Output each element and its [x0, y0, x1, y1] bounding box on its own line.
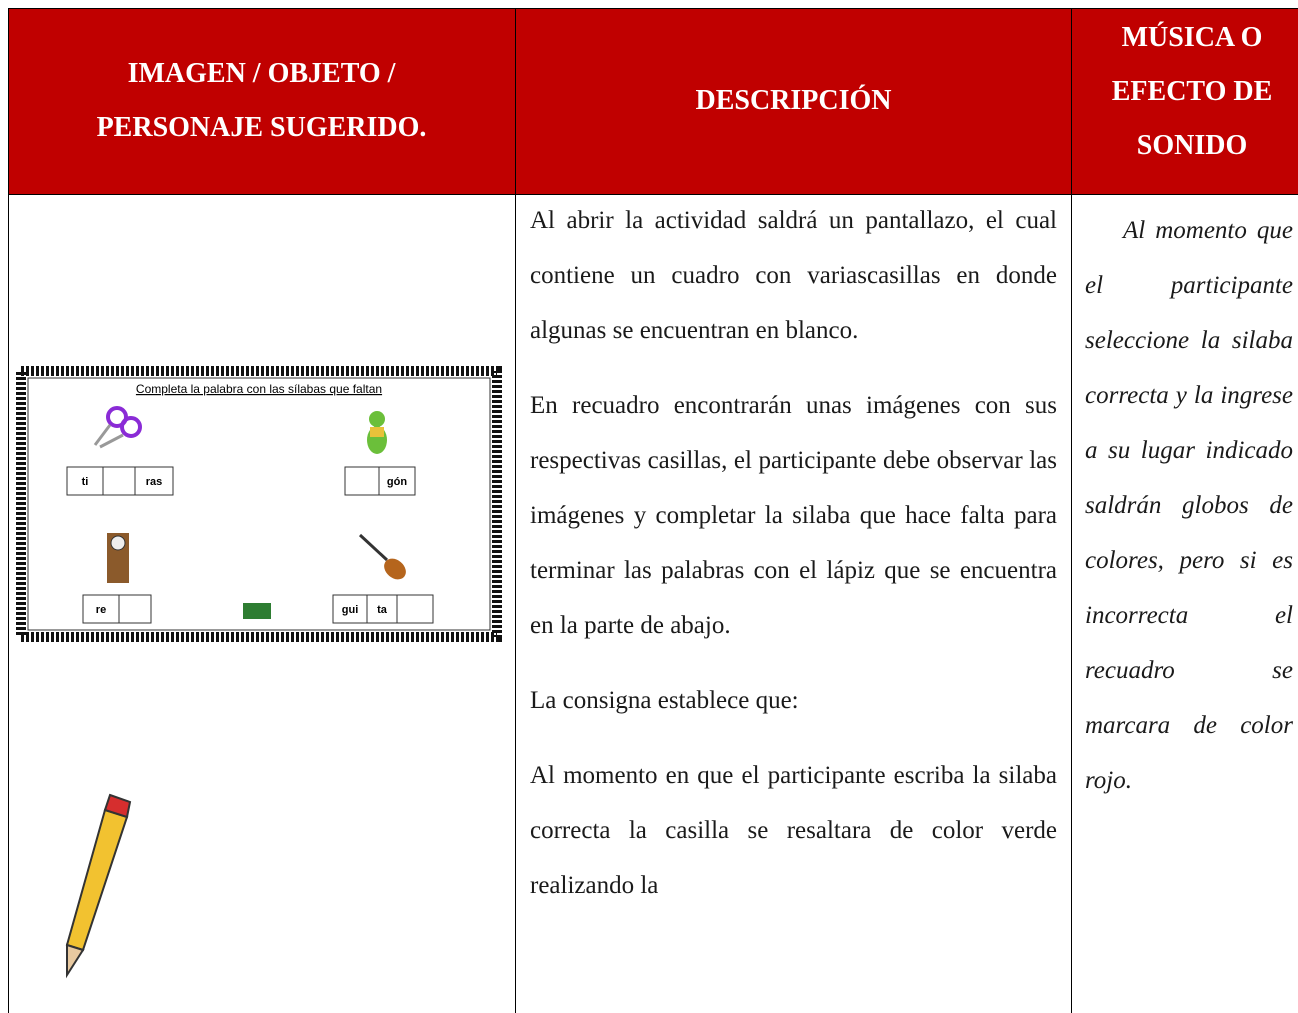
dragon-icon — [367, 411, 387, 454]
sound-description: Al momento que el participante seleccion… — [1085, 217, 1293, 794]
header-cell: IMAGEN / OBJETO / PERSONAJE SUGERIDO. — [8, 8, 515, 194]
paragraph: Al momento en que el participante escrib… — [530, 762, 1057, 899]
clock-icon — [107, 533, 129, 583]
paragraph: En recuadro encontrarán unas imágenes co… — [530, 392, 1057, 639]
header-text: MÚSICA O EFECTO DE SONIDO — [1111, 22, 1273, 161]
syllable: ras — [146, 476, 163, 488]
guitar-icon — [358, 533, 406, 580]
header-cell: DESCRIPCIÓN — [516, 8, 1071, 194]
pencil-button — [243, 603, 271, 619]
activity-screenshot: Completa la palabra con las sílabas que … — [16, 366, 502, 642]
syllable: ti — [82, 476, 89, 488]
scissors-icon — [93, 406, 142, 449]
syllable-boxes — [66, 466, 434, 624]
paragraph: La consigna establece que: — [530, 687, 799, 714]
paragraph: Al abrir la actividad saldrá un pantalla… — [530, 207, 1057, 344]
syllable: gón — [387, 476, 407, 488]
border — [515, 8, 516, 1013]
image-title: Completa la palabra con las sílabas que … — [136, 382, 382, 396]
border — [8, 8, 9, 1013]
header-text: IMAGEN / OBJETO / PERSONAJE SUGERIDO. — [96, 58, 427, 143]
header-cell: MÚSICA O EFECTO DE SONIDO — [1072, 8, 1298, 194]
syllable: re — [96, 604, 106, 616]
border — [1071, 8, 1072, 1013]
pencil-icon — [65, 793, 132, 979]
border — [8, 8, 1298, 9]
syllable: gui — [342, 604, 359, 616]
frame-inner — [27, 377, 491, 631]
syllable: ta — [377, 604, 388, 616]
header-text: DESCRIPCIÓN — [695, 85, 892, 116]
description: Al abrir la actividad saldrá un pantalla… — [530, 193, 1057, 933]
border — [8, 194, 1298, 195]
